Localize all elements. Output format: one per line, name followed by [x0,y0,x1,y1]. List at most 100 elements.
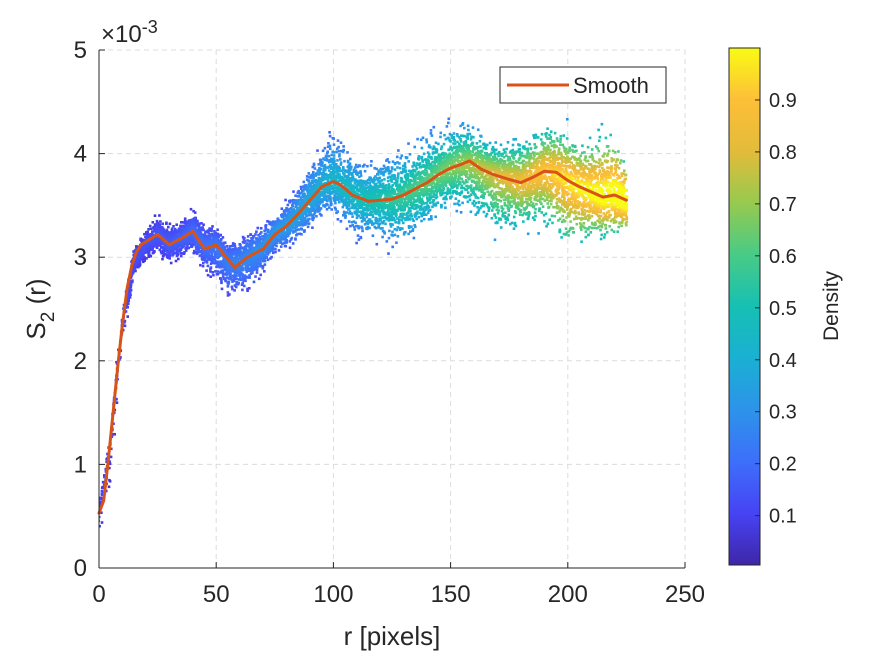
scatter-point [298,228,301,231]
scatter-point [322,204,325,207]
scatter-point [456,203,459,206]
scatter-point [292,242,295,245]
scatter-point [154,214,157,217]
scatter-point [348,173,351,176]
scatter-point [358,176,361,179]
scatter-point [336,148,339,151]
scatter-point [420,139,423,142]
scatter-point [214,270,217,273]
scatter-point [177,258,180,261]
scatter-point [401,172,404,175]
scatter-point [324,169,327,172]
scatter-point [239,248,242,251]
scatter-point [322,150,325,153]
scatter-point [440,204,443,207]
scatter-point [409,230,412,233]
scatter-point [234,261,237,264]
scatter-point [137,256,140,259]
scatter-point [390,234,393,237]
scatter-point [403,231,406,234]
scatter-point [384,216,387,219]
scatter-point [453,203,456,206]
scatter-point [394,163,397,166]
scatter-point [100,498,103,501]
scatter-point [413,146,416,149]
scatter-point [149,225,152,228]
scatter-point [409,153,412,156]
scatter-point [328,131,331,134]
scatter-point [180,252,183,255]
scatter-point [356,166,359,169]
scatter-point [263,270,266,273]
scatter-point [386,240,389,243]
scatter-point [303,229,306,232]
scatter-point [432,148,435,151]
scatter-point [439,136,442,139]
scatter-point [294,237,297,240]
scatter-point [243,242,246,245]
scatter-point [443,134,446,137]
scatter-point [255,230,258,233]
scatter-point [343,173,346,176]
scatter-point [207,231,210,234]
scatter-point [147,228,150,231]
scatter-point [441,145,444,148]
scatter-point [180,255,183,258]
scatter-point [205,269,208,272]
scatter-point [425,138,428,141]
scatter-point [461,202,464,205]
scatter-point [238,278,241,281]
scatter-point [278,249,281,252]
scatter-point [172,225,175,228]
scatter-point [249,233,252,236]
scatter-point [332,137,335,140]
scatter-point [287,204,290,207]
scatter-point [446,125,449,128]
scatter-point [444,202,447,205]
scatter-point [362,165,365,168]
scatter-point [289,247,292,250]
scatter-point [470,136,473,139]
scatter-point [220,280,223,283]
scatter-point [340,163,343,166]
scatter-point [340,141,343,144]
scatter-point [472,126,475,129]
scatter-point [150,228,153,231]
scatter-point [401,154,404,157]
scatter-point [423,153,426,156]
scatter-point [372,234,375,237]
scatter-point [391,231,394,234]
scatter-point [344,215,347,218]
scatter-point [366,212,369,215]
scatter-point [354,228,357,231]
scatter-point [221,288,224,291]
scatter-point [346,211,349,214]
scatter-point [170,262,173,265]
scatter-point [416,210,419,213]
scatter-point [437,143,440,146]
scatter-point [381,236,384,239]
scatter-point [202,262,205,265]
scatter-point [217,273,220,276]
scatter-point [512,144,515,147]
scatter-point [329,148,332,151]
scatter-point [212,274,215,277]
scatter-point [159,249,162,252]
scatter-point [315,174,318,177]
scatter-point [300,227,303,230]
scatter-point [514,138,517,141]
scatter-point [359,172,362,175]
scatter-point [333,154,336,157]
scatter-point [389,172,392,175]
scatter-point [312,171,315,174]
scatter-point [152,221,155,224]
scatter-point [244,275,247,278]
scatter-point [314,167,317,170]
scatter-point [307,226,310,229]
scatter-point [397,149,400,152]
scatter-point [359,236,362,239]
scatter-point [199,264,202,267]
scatter-point [397,235,400,238]
